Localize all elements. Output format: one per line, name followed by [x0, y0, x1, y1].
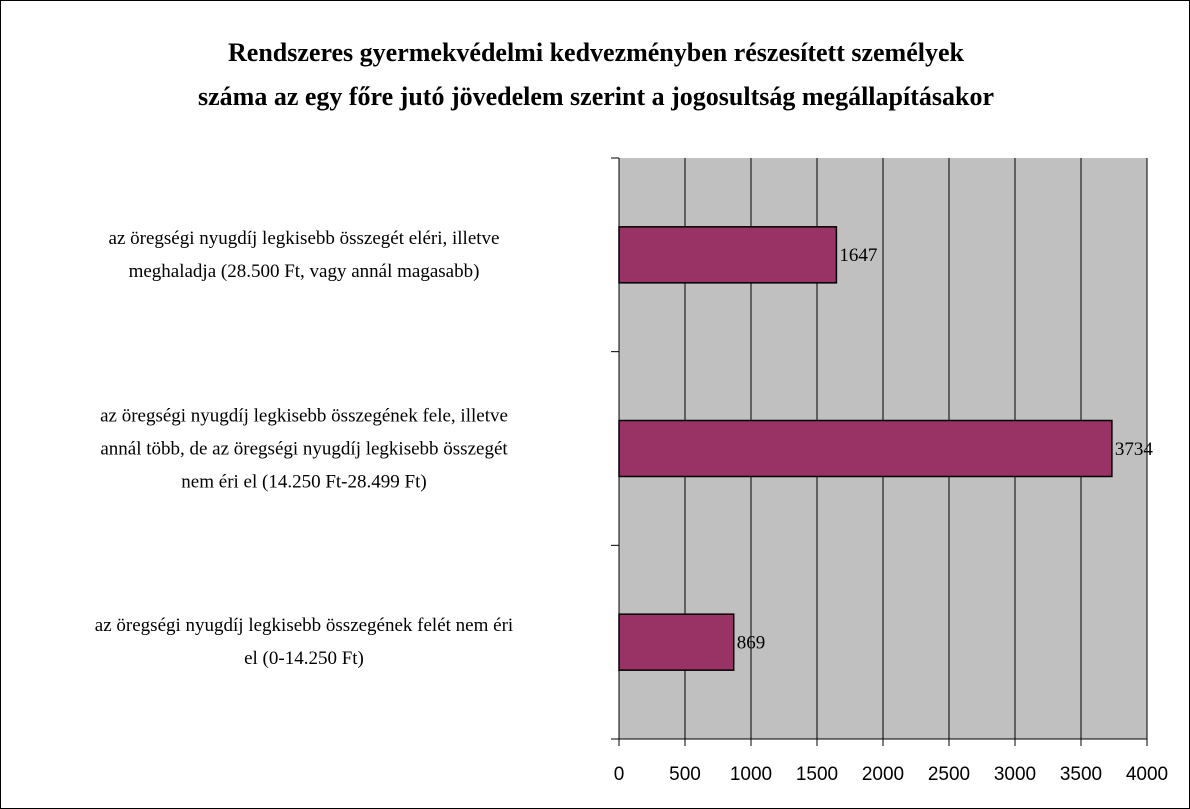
x-tick-label: 2500: [928, 764, 970, 785]
x-tick-label: 3000: [994, 764, 1036, 785]
y-tick-label: az öregségi nyugdíj legkisebb összegét e…: [108, 227, 500, 282]
bar: [618, 226, 838, 284]
x-tick-label: 500: [669, 764, 701, 785]
x-tick-label: 2000: [862, 764, 904, 785]
chart-title: Rendszeres gyermekvédelmi kedvezményben …: [198, 38, 994, 111]
data-label: 869: [737, 633, 766, 654]
bar: [618, 419, 1113, 478]
y-tick-label: az öregségi nyugdíj legkisebb összegének…: [94, 615, 514, 670]
y-tick-label: az öregségi nyugdíj legkisebb összegének…: [100, 405, 508, 492]
x-tick-label: 0: [614, 764, 625, 785]
x-tick-label: 4000: [1126, 764, 1168, 785]
x-tick-label: 1500: [796, 764, 838, 785]
x-tick-label: 3500: [1060, 764, 1102, 785]
data-label: 1647: [839, 245, 877, 266]
data-label: 3734: [1115, 439, 1154, 460]
x-tick-label: 1000: [730, 764, 772, 785]
bar: [618, 613, 735, 671]
